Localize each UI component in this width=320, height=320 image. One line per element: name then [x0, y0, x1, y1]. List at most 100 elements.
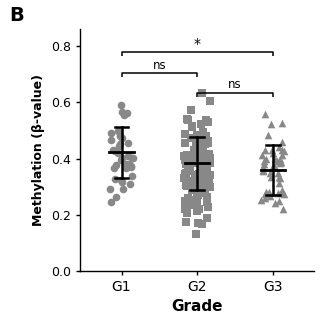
Point	[185, 118, 190, 123]
Point	[266, 189, 271, 194]
Point	[118, 142, 123, 147]
Point	[207, 177, 212, 182]
Point	[193, 148, 198, 153]
Point	[126, 162, 132, 167]
Point	[260, 153, 265, 158]
Text: ns: ns	[228, 78, 242, 91]
Point	[205, 205, 210, 210]
Point	[189, 124, 195, 130]
Point	[204, 133, 209, 139]
Point	[197, 146, 202, 151]
Point	[202, 187, 207, 192]
Point	[201, 170, 206, 175]
Point	[120, 187, 125, 192]
Point	[197, 172, 202, 177]
Point	[197, 145, 203, 150]
Point	[120, 156, 125, 161]
Point	[184, 204, 189, 210]
Point	[207, 160, 212, 165]
Point	[276, 144, 281, 149]
Point	[193, 156, 198, 161]
Point	[123, 165, 128, 171]
Point	[201, 153, 206, 158]
Point	[276, 199, 281, 204]
Point	[187, 164, 192, 169]
Point	[182, 198, 188, 204]
Point	[118, 177, 124, 182]
Point	[260, 168, 265, 173]
Point	[109, 137, 114, 142]
Point	[201, 190, 206, 195]
Point	[120, 180, 125, 185]
Point	[192, 153, 197, 158]
Point	[108, 186, 113, 191]
Point	[194, 133, 199, 138]
Point	[183, 182, 188, 187]
Point	[189, 123, 194, 128]
Point	[204, 178, 209, 183]
Point	[203, 169, 208, 174]
Point	[182, 207, 187, 212]
Point	[279, 121, 284, 126]
Point	[202, 187, 207, 192]
Point	[108, 130, 114, 135]
Point	[189, 155, 195, 160]
Point	[204, 161, 210, 166]
Point	[281, 207, 286, 212]
X-axis label: Grade: Grade	[172, 300, 223, 315]
Point	[195, 192, 200, 197]
Point	[282, 149, 287, 154]
Point	[183, 170, 188, 175]
Point	[124, 110, 130, 116]
Point	[192, 172, 197, 178]
Point	[204, 153, 210, 158]
Point	[205, 194, 210, 199]
Point	[186, 156, 191, 161]
Point	[199, 183, 204, 188]
Point	[129, 164, 134, 169]
Point	[195, 134, 200, 140]
Point	[282, 191, 287, 196]
Point	[195, 158, 200, 163]
Point	[201, 129, 206, 134]
Point	[185, 184, 190, 189]
Point	[196, 172, 201, 177]
Point	[183, 172, 188, 177]
Point	[119, 109, 124, 114]
Point	[193, 140, 198, 145]
Text: B: B	[10, 6, 24, 25]
Point	[129, 173, 134, 179]
Point	[278, 157, 283, 162]
Point	[204, 199, 209, 204]
Point	[188, 158, 193, 163]
Point	[193, 232, 198, 237]
Point	[197, 206, 202, 211]
Point	[198, 122, 204, 127]
Point	[200, 91, 205, 96]
Point	[189, 156, 195, 161]
Point	[277, 175, 282, 180]
Point	[262, 148, 268, 153]
Point	[189, 136, 194, 141]
Point	[185, 169, 190, 174]
Point	[183, 141, 188, 146]
Point	[199, 174, 204, 180]
Point	[126, 153, 131, 158]
Point	[184, 211, 189, 216]
Point	[259, 197, 264, 203]
Point	[279, 152, 284, 157]
Point	[262, 196, 268, 201]
Point	[263, 191, 268, 196]
Point	[207, 184, 212, 189]
Point	[205, 140, 211, 145]
Point	[189, 157, 194, 162]
Point	[116, 150, 121, 155]
Point	[279, 190, 284, 195]
Point	[198, 166, 204, 172]
Point	[203, 161, 208, 166]
Point	[121, 112, 126, 117]
Point	[114, 194, 119, 199]
Point	[182, 153, 187, 158]
Point	[205, 139, 210, 144]
Point	[273, 200, 278, 205]
